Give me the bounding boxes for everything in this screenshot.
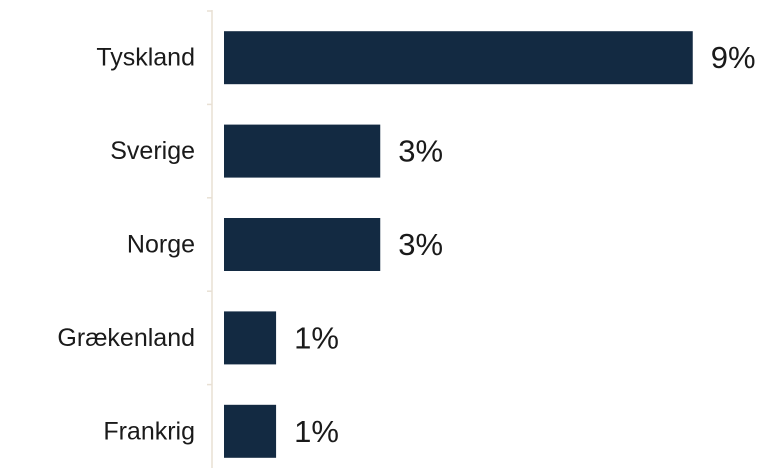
bars [224, 31, 693, 458]
bar [224, 124, 381, 178]
data-label: 3% [398, 134, 443, 169]
category-label: Tyskland [96, 44, 195, 72]
category-axis [207, 10, 213, 468]
bar [224, 404, 277, 458]
bar [224, 311, 277, 365]
category-label: Grækenland [57, 324, 195, 352]
data-label: 3% [398, 227, 443, 262]
data-label: 9% [711, 40, 756, 75]
category-label: Frankrig [103, 417, 195, 445]
data-label: 1% [294, 414, 339, 449]
category-label: Norge [127, 231, 195, 259]
category-label: Sverige [110, 137, 195, 165]
data-label: 1% [294, 320, 339, 355]
category-labels: Tyskland Sverige Norge Grækenland Frankrig [57, 44, 195, 446]
bar [224, 31, 693, 85]
bar [224, 218, 381, 271]
value-labels: 9% 3% 3% 1% 1% [294, 40, 755, 449]
